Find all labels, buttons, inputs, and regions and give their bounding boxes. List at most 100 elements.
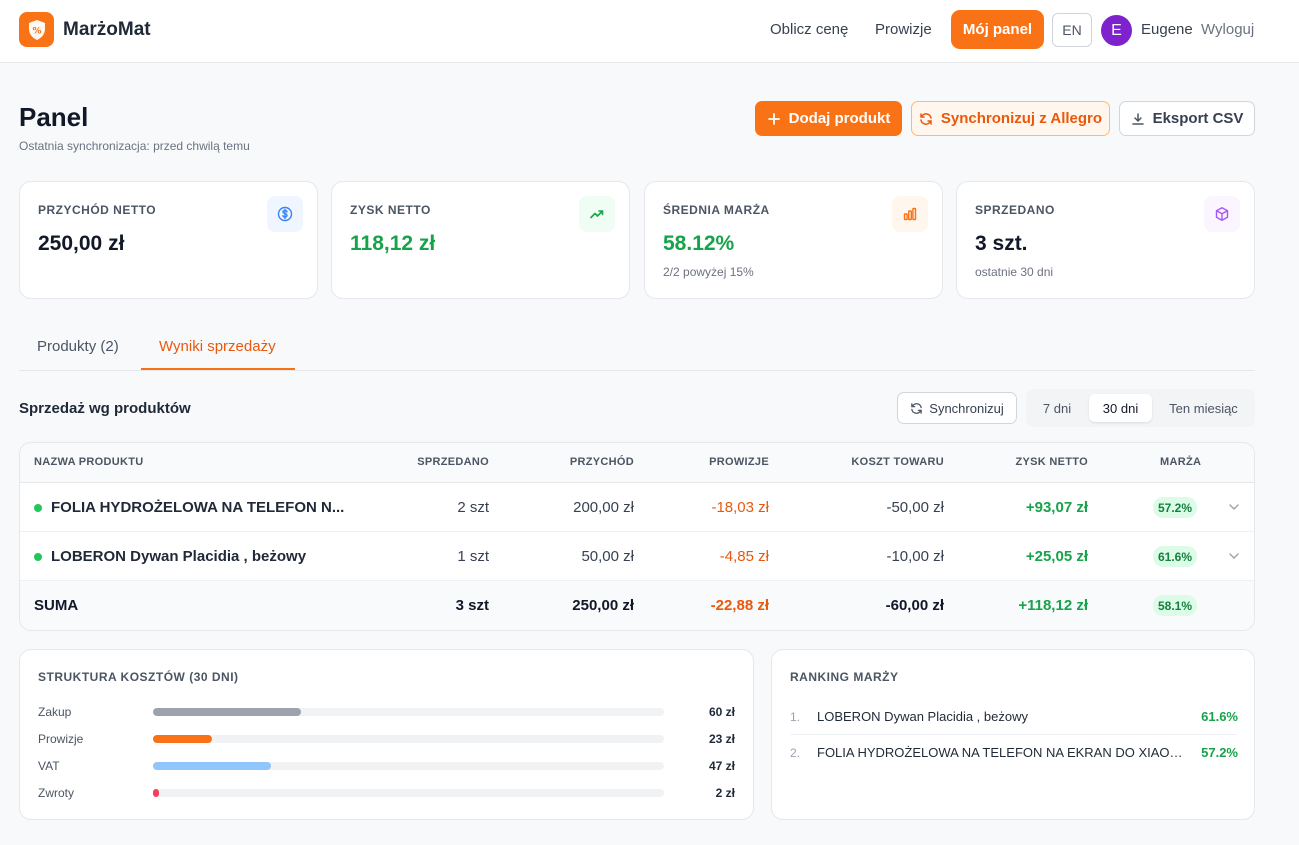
cost-value: 47 zł [708,759,735,773]
profit-cell: +25,05 zł [1025,548,1088,565]
table-row[interactable]: LOBERON Dywan Placidia , beżowy 1 szt 50… [20,532,1254,581]
divider [790,734,1237,735]
kpi-value: 118,12 zł [350,232,436,255]
kpi-label: ZYSK NETTO [350,203,431,217]
profit-cell: +93,07 zł [1025,499,1088,516]
sync-label: Synchronizuj [929,400,1004,416]
refresh-icon [920,112,932,125]
box-icon [1204,196,1240,232]
download-icon [1131,112,1144,125]
nav-my-panel[interactable]: Mój panel [951,10,1044,49]
col-sold[interactable]: SPRZEDANO [417,456,489,468]
total-cost: -60,00 zł [885,597,944,614]
brand-name[interactable]: MarżoMat [63,19,151,40]
chevron-down-icon[interactable] [1227,500,1241,514]
sold-cell: 2 szt [457,499,489,516]
kpi-label: ŚREDNIA MARŻA [663,203,770,217]
total-fees: -22,88 zł [710,597,769,614]
revenue-cell: 200,00 zł [573,499,634,516]
section-title: Sprzedaż wg produktów [19,400,191,417]
kpi-card-sold: SPRZEDANO 3 szt. ostatnie 30 dni [956,181,1255,299]
dollar-icon [267,196,303,232]
total-profit: +118,12 zł [1018,597,1088,614]
col-cost[interactable]: KOSZT TOWARU [851,456,944,468]
nav-fees[interactable]: Prowizje [875,21,932,38]
cost-bar-fill [153,735,212,743]
total-margin-badge: 58.1% [1153,595,1198,616]
cost-bar-fill [153,789,160,797]
cost-structure-card: STRUKTURA KOSZTÓW (30 DNI) Zakup 60 zł P… [19,649,754,820]
product-name: FOLIA HYDROŻELOWA NA TELEFON N... [51,499,345,516]
sold-cell: 1 szt [457,548,489,565]
product-name: LOBERON Dywan Placidia , beżowy [51,548,307,565]
kpi-value: 58.12% [663,232,735,255]
sales-table: NAZWA PRODUKTU SPRZEDANO PRZYCHÓD PROWIZ… [19,442,1255,631]
cost-cell: -10,00 zł [886,548,944,565]
cost-bar-track [153,789,664,797]
sync-allegro-button[interactable]: Synchronizuj z Allegro [911,101,1110,136]
total-revenue: 250,00 zł [572,597,634,614]
table-total-row: SUMA 3 szt 250,00 zł -22,88 zł -60,00 zł… [20,581,1254,630]
cost-bar-track [153,735,664,743]
avatar[interactable]: E [1101,15,1132,46]
range-7-days[interactable]: 7 dni [1042,400,1072,416]
user-name: Eugene [1141,21,1193,38]
nav-calc-price[interactable]: Oblicz cenę [770,21,849,38]
total-sold: 3 szt [455,597,489,614]
range-30-days[interactable]: 30 dni [1089,394,1152,422]
cost-bar-track [153,762,664,770]
export-csv-button[interactable]: Eksport CSV [1119,101,1255,136]
bar-chart-icon [892,196,928,232]
status-dot [34,553,42,561]
logout-link[interactable]: Wyloguj [1201,21,1255,38]
sync-button[interactable]: Synchronizuj [897,392,1017,424]
col-margin[interactable]: MARŻA [1160,456,1202,468]
cost-value: 2 zł [715,786,735,800]
margin-badge: 61.6% [1153,546,1198,567]
rank-number: 1. [790,710,801,724]
fees-cell: -4,85 zł [719,548,769,565]
col-fees[interactable]: PROWIZJE [709,456,769,468]
logo-icon[interactable]: % [19,12,54,47]
trending-up-icon [579,196,615,232]
refresh-icon [911,402,923,414]
kpi-label: SPRZEDANO [975,203,1055,217]
cost-value: 23 zł [708,732,735,746]
kpi-card-avg-margin: ŚREDNIA MARŻA 58.12% 2/2 powyżej 15% [644,181,943,299]
kpi-card-revenue: PRZYCHÓD NETTO 250,00 zł [19,181,318,299]
export-csv-label: Eksport CSV [1152,110,1244,127]
table-header: NAZWA PRODUKTU SPRZEDANO PRZYCHÓD PROWIZ… [20,443,1254,483]
col-revenue[interactable]: PRZYCHÓD [569,456,634,468]
status-dot [34,504,42,512]
add-product-button[interactable]: Dodaj produkt [755,101,902,136]
active-tab-indicator [141,368,295,370]
language-toggle[interactable]: EN [1052,13,1092,47]
col-name[interactable]: NAZWA PRODUKTU [34,456,144,468]
range-this-month[interactable]: Ten miesiąc [1169,400,1238,416]
tabs-divider [19,370,1255,371]
last-sync-text: Ostatnia synchronizacja: przed chwilą te… [19,139,250,153]
kpi-value: 3 szt. [975,232,1028,255]
page-title: Panel [19,102,89,132]
ranking-title: RANKING MARŻY [790,670,899,684]
plus-icon [767,112,780,125]
svg-text:%: % [32,26,41,36]
table-row[interactable]: FOLIA HYDROŻELOWA NA TELEFON N... 2 szt … [20,483,1254,532]
rank-margin: 61.6% [1201,709,1238,724]
rank-number: 2. [790,746,801,760]
cost-bar-fill [153,762,271,770]
kpi-value: 250,00 zł [38,232,125,255]
tab-sales-results[interactable]: Wyniki sprzedaży [159,338,276,355]
cost-bar-fill [153,708,302,716]
kpi-card-profit: ZYSK NETTO 118,12 zł [331,181,630,299]
rank-product-name[interactable]: FOLIA HYDROŻELOWA NA TELEFON NA EKRAN DO… [817,745,1192,760]
fees-cell: -18,03 zł [711,499,769,516]
add-product-label: Dodaj produkt [788,110,891,127]
cost-bar-track [153,708,664,716]
col-profit[interactable]: ZYSK NETTO [1015,456,1088,468]
cost-structure-title: STRUKTURA KOSZTÓW (30 DNI) [38,670,239,684]
margin-badge: 57.2% [1153,497,1198,518]
tab-products[interactable]: Produkty (2) [37,338,119,355]
rank-product-name[interactable]: LOBERON Dywan Placidia , beżowy [817,709,1028,724]
chevron-down-icon[interactable] [1227,549,1241,563]
